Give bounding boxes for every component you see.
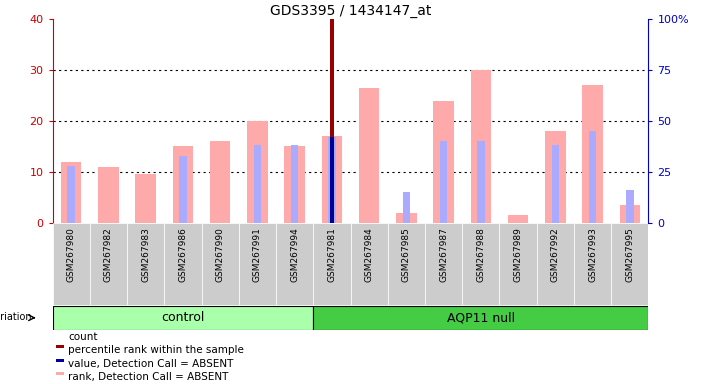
Text: value, Detection Call = ABSENT: value, Detection Call = ABSENT <box>68 359 233 369</box>
Bar <box>508 215 529 223</box>
Bar <box>98 167 118 223</box>
Bar <box>291 146 299 223</box>
Text: GSM267993: GSM267993 <box>588 227 597 282</box>
Bar <box>127 223 164 305</box>
Bar <box>247 121 268 223</box>
Text: GSM267982: GSM267982 <box>104 227 113 281</box>
Text: GSM267985: GSM267985 <box>402 227 411 282</box>
Bar <box>402 192 410 223</box>
Bar <box>285 146 305 223</box>
Bar <box>90 223 127 305</box>
Bar <box>56 345 64 349</box>
Text: rank, Detection Call = ABSENT: rank, Detection Call = ABSENT <box>68 372 229 382</box>
Text: GSM267990: GSM267990 <box>216 227 224 282</box>
Bar <box>537 223 574 305</box>
Text: GSM267980: GSM267980 <box>67 227 76 282</box>
Text: GSM267986: GSM267986 <box>179 227 187 282</box>
Text: GSM267981: GSM267981 <box>327 227 336 282</box>
Bar <box>53 306 313 330</box>
Text: GSM267994: GSM267994 <box>290 227 299 281</box>
Bar <box>53 223 90 305</box>
Text: GSM267992: GSM267992 <box>551 227 560 281</box>
Bar <box>239 223 276 305</box>
Bar <box>470 70 491 223</box>
Bar <box>574 223 611 305</box>
Bar <box>210 141 231 223</box>
Bar <box>545 131 566 223</box>
Bar <box>179 156 186 223</box>
Bar <box>350 223 388 305</box>
Bar <box>202 223 239 305</box>
Bar <box>313 306 648 330</box>
Bar <box>477 141 484 223</box>
Bar <box>626 190 634 223</box>
Bar <box>276 223 313 305</box>
Bar <box>328 137 336 223</box>
Bar <box>462 223 499 305</box>
Bar <box>67 166 75 223</box>
Bar <box>499 223 537 305</box>
Bar <box>329 19 334 223</box>
Text: GSM267984: GSM267984 <box>365 227 374 281</box>
Bar <box>425 223 462 305</box>
Bar <box>388 223 425 305</box>
Text: AQP11 null: AQP11 null <box>447 311 515 324</box>
Bar <box>396 213 416 223</box>
Text: GSM267988: GSM267988 <box>477 227 485 282</box>
Bar <box>172 146 193 223</box>
Text: GSM267983: GSM267983 <box>141 227 150 282</box>
Title: GDS3395 / 1434147_at: GDS3395 / 1434147_at <box>270 4 431 18</box>
Bar <box>61 162 81 223</box>
Bar <box>440 141 447 223</box>
Text: control: control <box>161 311 205 324</box>
Bar <box>313 223 350 305</box>
Bar <box>135 174 156 223</box>
Bar <box>322 136 342 223</box>
Bar <box>433 101 454 223</box>
Bar <box>589 131 597 223</box>
Text: count: count <box>68 332 98 342</box>
Bar <box>330 137 334 223</box>
Bar <box>359 88 379 223</box>
Bar <box>583 85 603 223</box>
Bar <box>56 372 64 376</box>
Bar <box>56 359 64 362</box>
Text: GSM267991: GSM267991 <box>253 227 262 282</box>
Text: genotype/variation: genotype/variation <box>0 311 32 321</box>
Bar <box>611 223 648 305</box>
Bar <box>620 205 640 223</box>
Text: GSM267995: GSM267995 <box>625 227 634 282</box>
Bar <box>254 146 261 223</box>
Bar <box>164 223 202 305</box>
Text: GSM267989: GSM267989 <box>514 227 522 282</box>
Text: percentile rank within the sample: percentile rank within the sample <box>68 345 244 356</box>
Bar <box>552 146 559 223</box>
Text: GSM267987: GSM267987 <box>439 227 448 282</box>
